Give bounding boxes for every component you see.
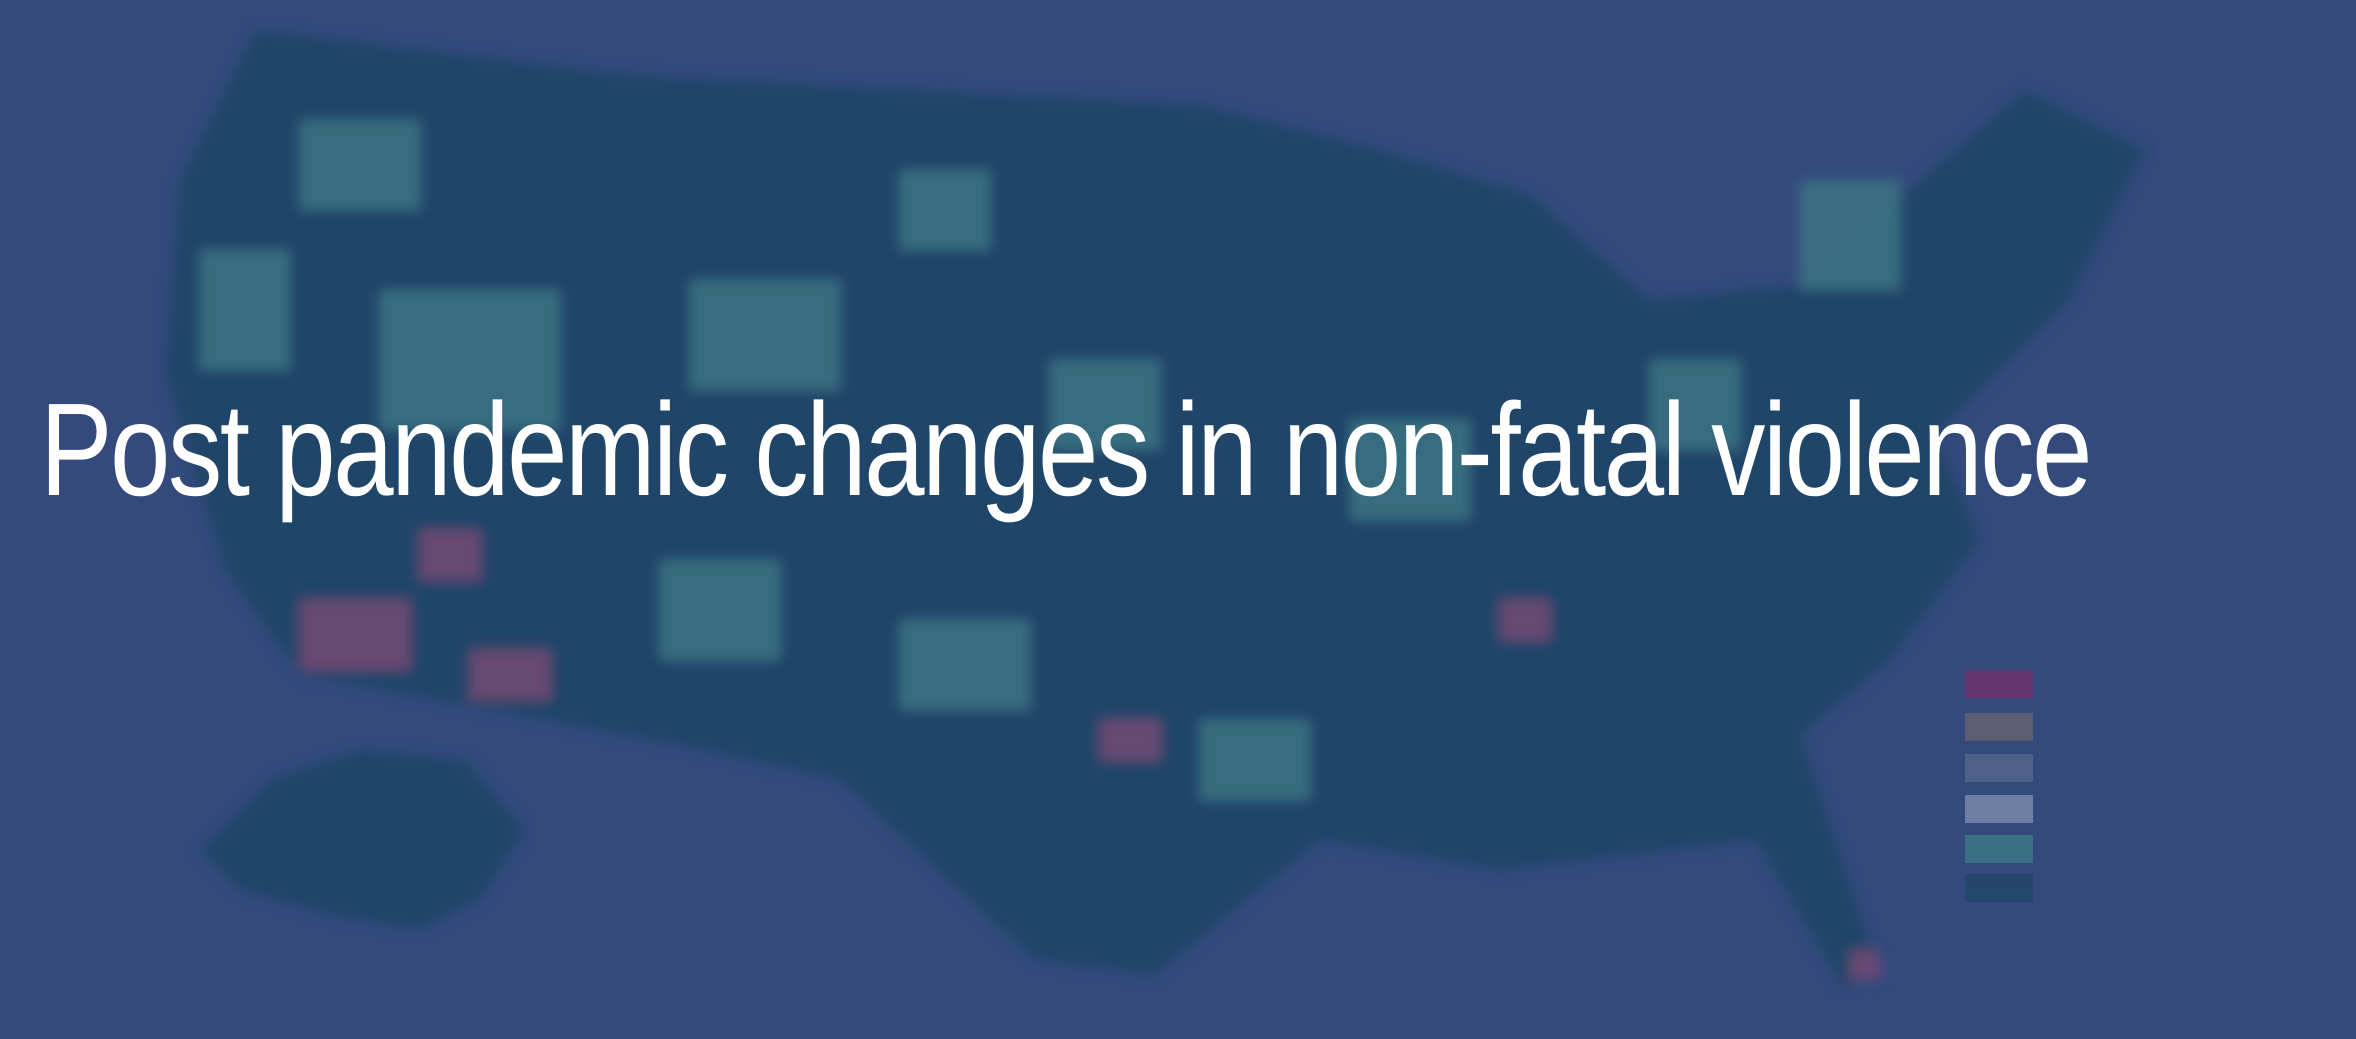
slide-title: Post pandemic changes in non-fatal viole… bbox=[40, 376, 2090, 523]
page: Post pandemic changes in non-fatal viole… bbox=[0, 0, 2356, 1039]
slide: Post pandemic changes in non-fatal viole… bbox=[0, 0, 2356, 1039]
